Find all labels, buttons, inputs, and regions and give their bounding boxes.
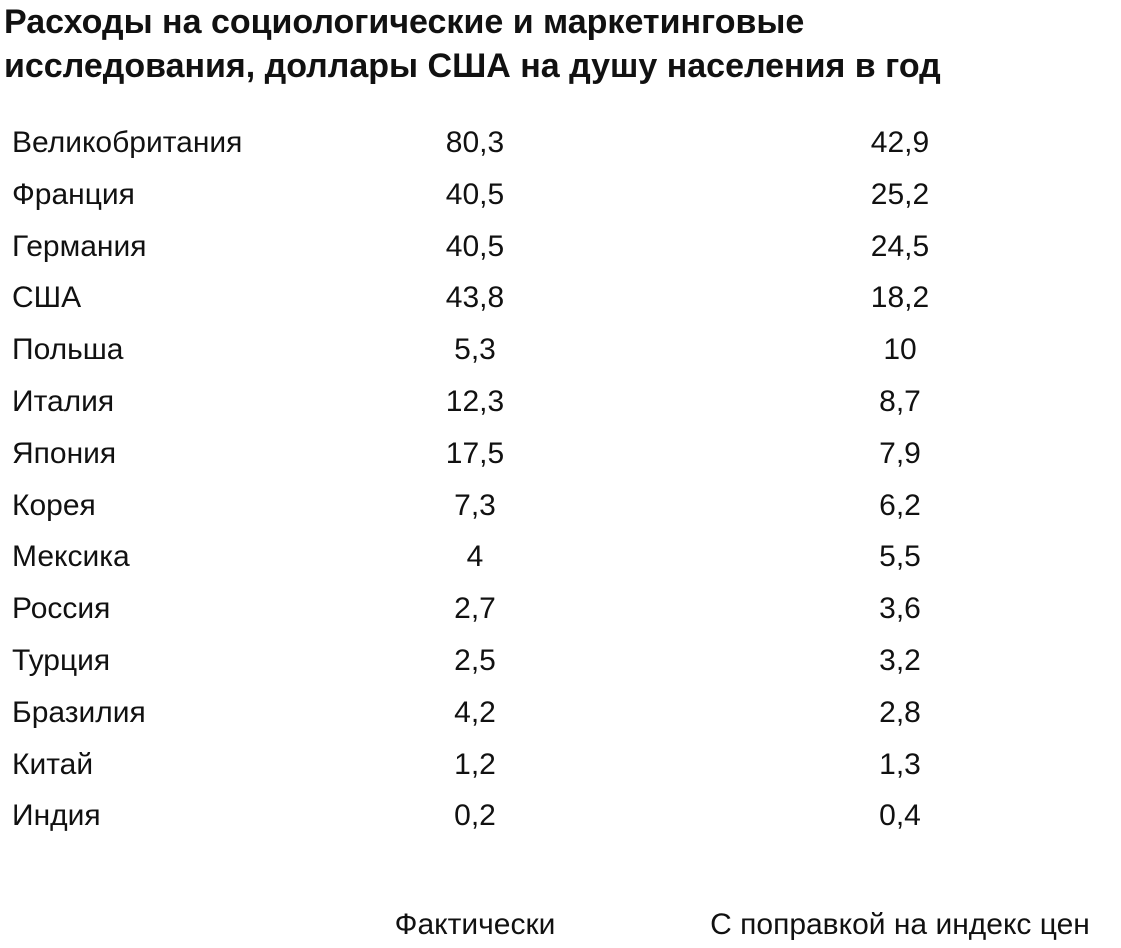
actual-value: 0,2 — [454, 799, 496, 833]
actual-value: 40,5 — [445, 177, 505, 211]
adjusted-value: 1,3 — [879, 747, 921, 781]
country: Корея — [12, 488, 96, 522]
adjusted-value: 10 — [883, 333, 917, 367]
country: Бразилия — [12, 695, 146, 729]
country: Китай — [12, 747, 94, 781]
country: Индия — [12, 799, 101, 833]
country: Великобритания — [12, 126, 243, 159]
country: Россия — [12, 592, 111, 626]
country: Турция — [12, 644, 111, 677]
actual-value: 40,5 — [445, 229, 505, 263]
adjusted-value: 3,2 — [879, 644, 921, 677]
adjusted-value: 5,5 — [879, 540, 921, 574]
actual-value: 5,3 — [454, 333, 496, 367]
title-line: Расходы на социологические и маркетингов… — [4, 3, 805, 41]
adjusted-value: 2,8 — [879, 695, 921, 729]
adjusted-value: 7,9 — [879, 436, 921, 470]
adjusted-value: 0,4 — [879, 799, 921, 833]
actual-value: 1,2 — [454, 747, 496, 781]
country: Мексика — [12, 540, 130, 574]
actual-value: 80,3 — [445, 126, 505, 159]
country: Италия — [12, 385, 115, 418]
country: Япония — [12, 436, 117, 470]
column-label: Фактически — [394, 908, 556, 941]
country: Франция — [12, 177, 135, 211]
actual-value: 2,7 — [454, 592, 496, 626]
actual-value: 7,3 — [454, 488, 496, 522]
adjusted-value: 8,7 — [879, 385, 921, 418]
actual-value: 4 — [466, 540, 484, 574]
actual-value: 12,3 — [445, 385, 505, 418]
adjusted-value: 42,9 — [870, 126, 930, 159]
title-line: исследования, доллары США на душу населе… — [4, 47, 941, 85]
actual-value: 2,5 — [454, 644, 496, 677]
actual-value: 43,8 — [445, 281, 505, 315]
country: Польша — [12, 333, 124, 367]
actual-value: 17,5 — [445, 436, 505, 470]
column-label: С поправкой на индекс цен — [710, 908, 1090, 941]
adjusted-value: 18,2 — [870, 281, 930, 315]
actual-value: 4,2 — [454, 695, 496, 729]
country: США — [12, 281, 82, 315]
adjusted-value: 3,6 — [879, 592, 921, 626]
adjusted-value: 6,2 — [879, 488, 921, 522]
adjusted-value: 24,5 — [870, 229, 930, 263]
country: Германия — [12, 229, 147, 263]
adjusted-value: 25,2 — [870, 177, 930, 211]
